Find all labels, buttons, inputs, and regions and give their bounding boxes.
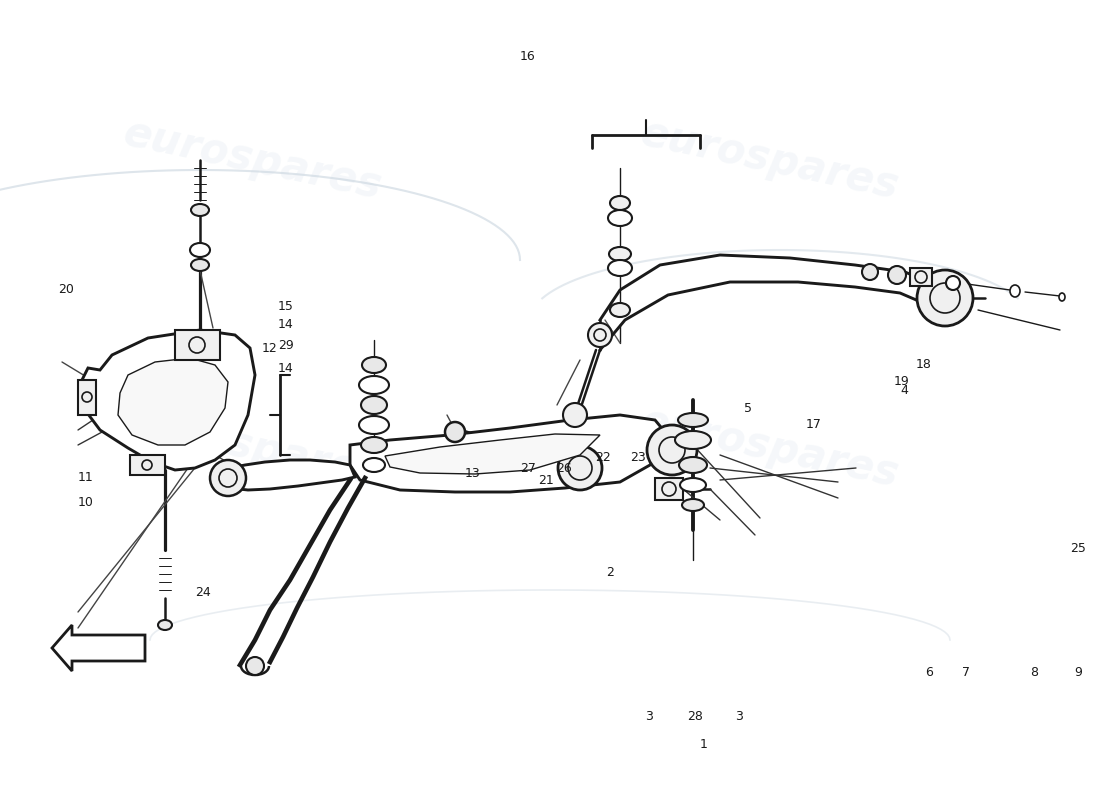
Text: eurospares: eurospares bbox=[120, 400, 386, 496]
Text: 28: 28 bbox=[688, 710, 703, 722]
Polygon shape bbox=[82, 330, 255, 470]
Text: eurospares: eurospares bbox=[637, 112, 903, 208]
Ellipse shape bbox=[190, 243, 210, 257]
Polygon shape bbox=[350, 415, 670, 492]
Circle shape bbox=[862, 264, 878, 280]
Bar bbox=[130, 455, 165, 475]
Circle shape bbox=[446, 422, 465, 442]
Ellipse shape bbox=[678, 413, 708, 427]
Text: 16: 16 bbox=[520, 50, 536, 62]
Circle shape bbox=[246, 657, 264, 675]
Text: 5: 5 bbox=[744, 402, 752, 414]
Ellipse shape bbox=[608, 260, 632, 276]
Circle shape bbox=[946, 276, 960, 290]
Ellipse shape bbox=[158, 620, 172, 630]
Bar bbox=[654, 478, 683, 500]
Bar bbox=[175, 330, 220, 360]
Ellipse shape bbox=[675, 431, 711, 449]
Ellipse shape bbox=[191, 259, 209, 271]
Text: 4: 4 bbox=[900, 384, 909, 397]
Ellipse shape bbox=[680, 478, 706, 492]
Text: 11: 11 bbox=[78, 471, 94, 484]
Text: 24: 24 bbox=[196, 586, 211, 598]
Ellipse shape bbox=[610, 303, 630, 317]
Text: 18: 18 bbox=[916, 358, 932, 370]
Ellipse shape bbox=[359, 416, 389, 434]
Ellipse shape bbox=[679, 457, 707, 473]
Text: 7: 7 bbox=[961, 666, 970, 678]
Text: eurospares: eurospares bbox=[637, 400, 903, 496]
Text: 19: 19 bbox=[894, 375, 910, 388]
Text: 8: 8 bbox=[1030, 666, 1038, 678]
Ellipse shape bbox=[1059, 293, 1065, 301]
Polygon shape bbox=[230, 460, 355, 490]
Text: eurospares: eurospares bbox=[120, 112, 386, 208]
Polygon shape bbox=[385, 434, 600, 474]
Text: 9: 9 bbox=[1074, 666, 1082, 678]
Ellipse shape bbox=[609, 247, 631, 261]
Bar bbox=[910, 268, 932, 286]
Text: 10: 10 bbox=[78, 496, 94, 509]
Ellipse shape bbox=[608, 210, 632, 226]
Polygon shape bbox=[52, 625, 145, 671]
Text: 12: 12 bbox=[262, 342, 277, 354]
Text: 1: 1 bbox=[700, 738, 708, 750]
Ellipse shape bbox=[682, 499, 704, 511]
Text: 3: 3 bbox=[645, 710, 653, 722]
Circle shape bbox=[558, 446, 602, 490]
Circle shape bbox=[210, 460, 246, 496]
Text: 6: 6 bbox=[925, 666, 934, 678]
Text: 21: 21 bbox=[538, 474, 553, 486]
Circle shape bbox=[647, 425, 697, 475]
Ellipse shape bbox=[1010, 285, 1020, 297]
Polygon shape bbox=[118, 358, 228, 445]
Circle shape bbox=[563, 403, 587, 427]
Text: 23: 23 bbox=[630, 451, 646, 464]
Text: 17: 17 bbox=[806, 418, 822, 430]
Text: 3: 3 bbox=[735, 710, 744, 722]
Circle shape bbox=[917, 270, 974, 326]
Ellipse shape bbox=[361, 396, 387, 414]
Text: 20: 20 bbox=[58, 283, 74, 296]
Text: 25: 25 bbox=[1070, 542, 1086, 554]
Ellipse shape bbox=[359, 376, 389, 394]
Circle shape bbox=[888, 266, 906, 284]
Text: 15: 15 bbox=[278, 300, 294, 313]
Text: 27: 27 bbox=[520, 462, 536, 474]
Ellipse shape bbox=[361, 437, 387, 453]
Text: 29: 29 bbox=[278, 339, 294, 352]
Ellipse shape bbox=[610, 196, 630, 210]
Ellipse shape bbox=[191, 204, 209, 216]
Text: 13: 13 bbox=[465, 467, 481, 480]
Text: 14: 14 bbox=[278, 362, 294, 374]
Text: 26: 26 bbox=[557, 462, 572, 474]
Ellipse shape bbox=[363, 458, 385, 472]
Text: 14: 14 bbox=[278, 318, 294, 330]
Circle shape bbox=[588, 323, 612, 347]
Bar bbox=[78, 380, 96, 415]
Text: 2: 2 bbox=[606, 566, 615, 578]
Text: 22: 22 bbox=[595, 451, 610, 464]
Ellipse shape bbox=[362, 357, 386, 373]
